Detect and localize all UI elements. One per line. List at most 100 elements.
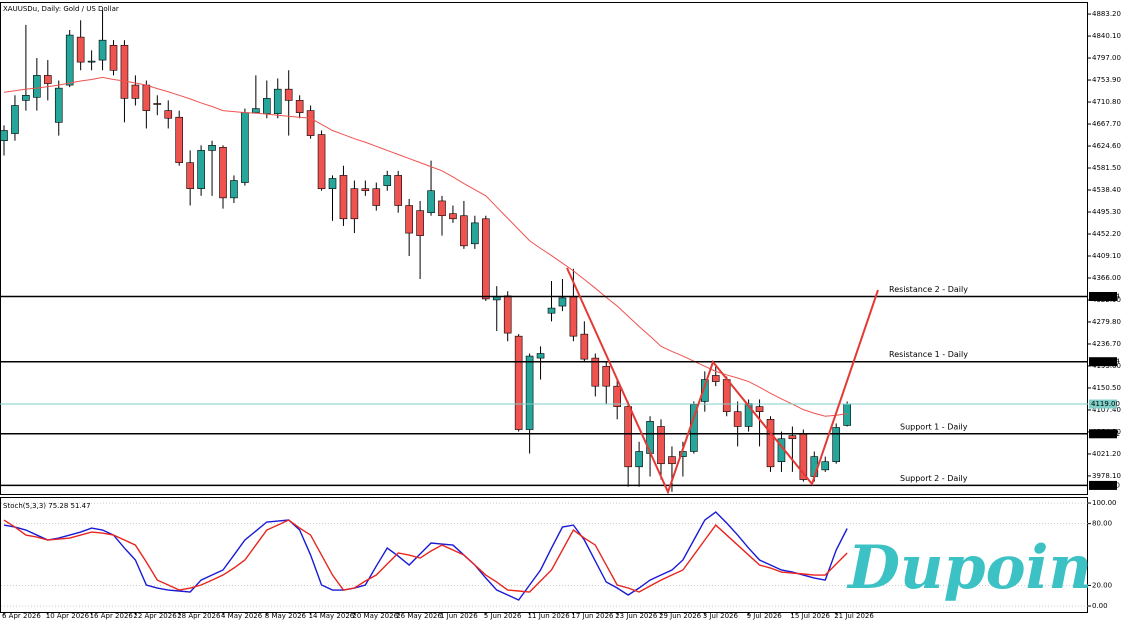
candle-body [536, 353, 545, 359]
candle-body [262, 98, 271, 114]
x-tick-label: 1 Jun 2026 [440, 612, 478, 620]
candle-body [558, 297, 567, 307]
candle-body [416, 210, 424, 236]
chart-title: XAUUSDu, Daily: Gold / US Dollar [3, 5, 119, 13]
candle-body [76, 36, 85, 63]
level-name: Support 1 - Daily [900, 422, 968, 431]
y-tick-label: 4710.80 [1092, 98, 1121, 106]
candle-body [361, 188, 370, 192]
x-tick-label: 8 May 2026 [265, 612, 307, 620]
moving-average [3, 76, 848, 417]
candle-body [810, 456, 819, 477]
candle-body [164, 110, 173, 119]
candle-body [766, 419, 775, 468]
stoch-title: Stoch(5,3,3) 75.28 51.47 [3, 502, 91, 510]
candle-body [295, 100, 304, 113]
candle-body [54, 87, 63, 123]
x-tick-label: 20 May 2026 [352, 612, 398, 620]
stoch-panel [0, 497, 1088, 613]
candle-body [843, 403, 851, 426]
candle-body [33, 75, 41, 98]
x-tick-label: 15 Jul 2026 [790, 612, 830, 620]
level-tag [1089, 357, 1117, 367]
candle-body [230, 180, 238, 199]
candle-body [569, 296, 578, 337]
candle-body [317, 134, 326, 189]
y-tick-label: 4883.20 [1092, 10, 1121, 18]
level-tag [1089, 291, 1117, 301]
y-tick-label: 4366.00 [1092, 274, 1121, 282]
y-tick-label: 4236.70 [1092, 340, 1121, 348]
candle-body [700, 379, 709, 402]
candle-body [755, 406, 764, 412]
y-tick-label: 3978.10 [1092, 472, 1121, 480]
y-tick-label: 4753.90 [1092, 76, 1121, 84]
candle-body [11, 105, 19, 134]
x-tick-label: 29 Jun 2026 [659, 612, 702, 620]
y-tick-label: 4107.40 [1092, 406, 1121, 414]
candle-body [580, 333, 589, 360]
candle-body [613, 385, 622, 407]
last-price-tag [1089, 399, 1117, 409]
x-tick-label: 11 Jun 2026 [528, 612, 571, 620]
candle-body [733, 411, 742, 427]
x-tick-label: 6 Apr 2026 [2, 612, 41, 620]
candle-body [350, 188, 359, 220]
y-tick-label: 4409.10 [1092, 252, 1121, 260]
y-tick-label: 0.00 [1092, 602, 1108, 610]
candle-body [602, 365, 611, 387]
y-tick-label: 80.00 [1092, 520, 1112, 528]
y-tick-label: 4797.00 [1092, 54, 1121, 62]
y-tick-label: 100.00 [1092, 499, 1117, 507]
level-name: Resistance 2 - Daily [889, 285, 968, 294]
candle-body [175, 116, 183, 163]
candle-body [153, 103, 162, 105]
candle-body [438, 200, 446, 217]
candle-body [339, 175, 348, 220]
candle-body [241, 112, 249, 183]
x-tick-label: 26 May 2026 [396, 612, 442, 620]
x-tick-label: 9 Jul 2026 [747, 612, 783, 620]
candle-body [525, 355, 534, 430]
candle-body [98, 39, 107, 61]
stoch-line [3, 511, 848, 601]
x-tick-label: 28 Apr 2026 [177, 612, 221, 620]
candle-body [284, 88, 293, 101]
top-layer: 4119.00 Resistance 2 - Daily 4329.74 Resist… [889, 285, 1120, 490]
candle-body [624, 406, 632, 468]
candle-body [328, 178, 337, 189]
candle-body [744, 403, 753, 427]
candle-body [514, 335, 523, 430]
y-tick-label: 4495.30 [1092, 208, 1121, 216]
y-tick-label: 4667.70 [1092, 120, 1121, 128]
x-tick-label: 10 Apr 2026 [46, 612, 90, 620]
x-tick-label: 16 Apr 2026 [90, 612, 134, 620]
y-tick-label: 4538.40 [1092, 186, 1121, 194]
logo: Dupoin [846, 533, 1092, 603]
stoch-line [3, 519, 848, 593]
candle-body [0, 130, 8, 142]
last-price-label: 4119.00 [1091, 400, 1120, 408]
y-tick-label: 20.00 [1092, 581, 1112, 589]
level-tag [1089, 429, 1117, 439]
candle-body [197, 150, 205, 189]
candle-body [405, 205, 413, 234]
candle-body [65, 34, 74, 86]
x-tick-label: 23 Jun 2026 [615, 612, 658, 620]
candle-body [591, 357, 600, 387]
candle-body [711, 375, 720, 382]
candle-body [481, 218, 490, 300]
level-name: Support 2 - Daily [900, 474, 968, 483]
level-tag-label: 4060.71 [1091, 430, 1120, 438]
level-tag-label: 3959.50 [1091, 481, 1120, 489]
candle-body [492, 296, 501, 301]
candle-body [427, 190, 435, 213]
candle-body [788, 435, 797, 440]
candle-body [43, 75, 52, 84]
candle-body [832, 427, 841, 462]
level-tag-label: 4201.94 [1091, 358, 1120, 366]
x-tick-label: 22 Apr 2026 [133, 612, 177, 620]
main-panel [0, 2, 1088, 495]
candle-body [306, 110, 315, 136]
